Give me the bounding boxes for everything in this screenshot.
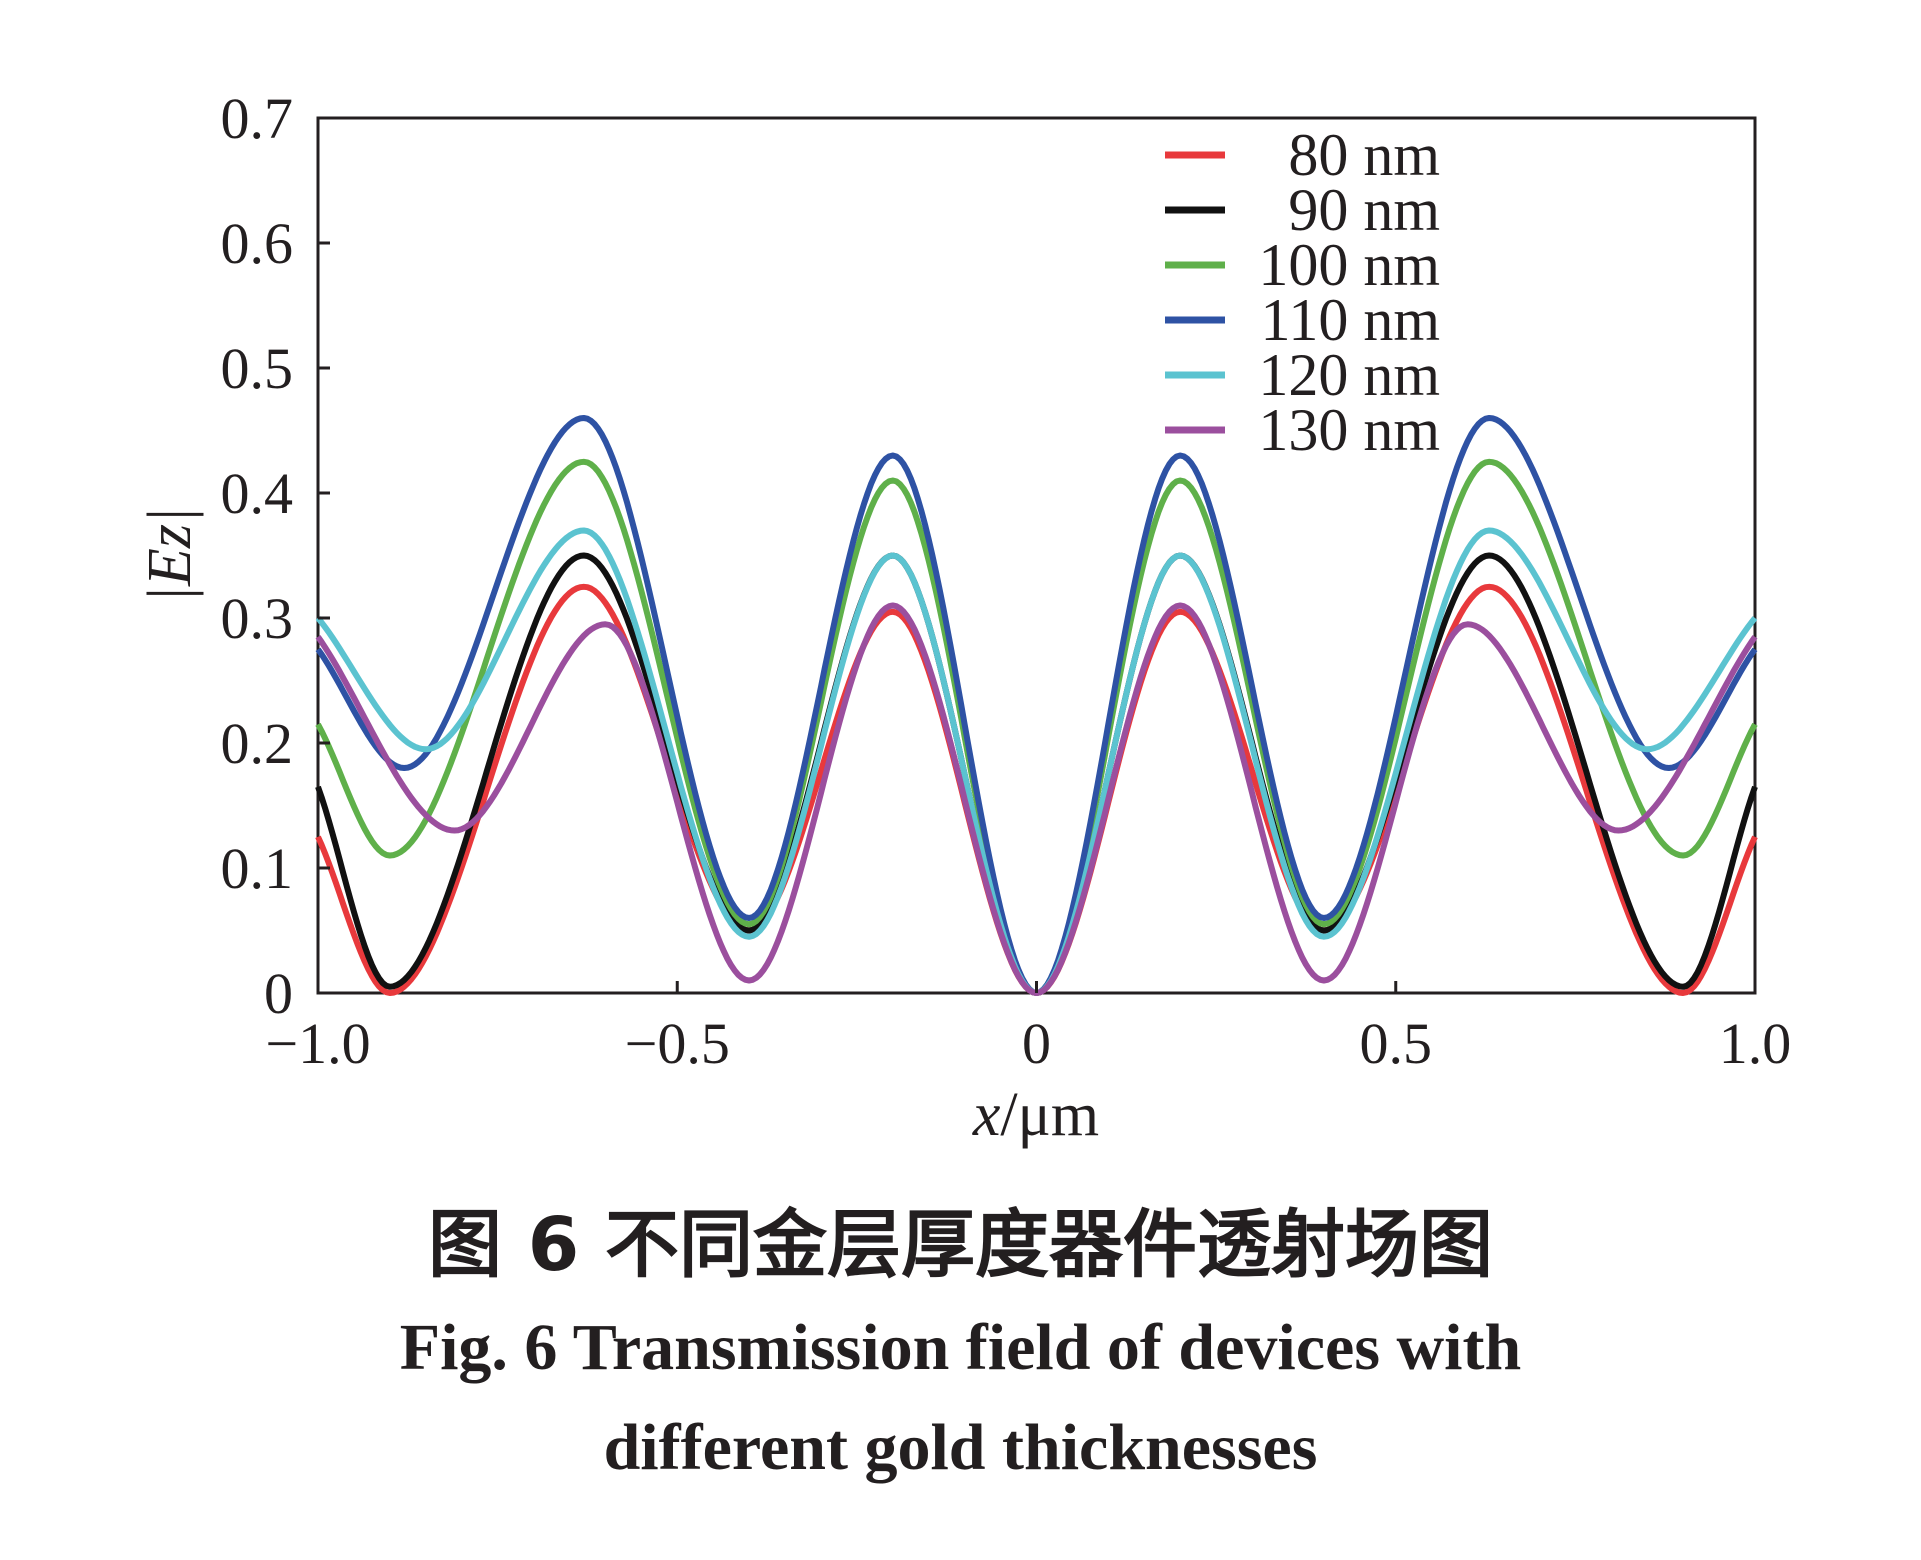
legend-label: 110 nm <box>1261 287 1440 353</box>
series-lines <box>315 415 1758 996</box>
y-axis-label: |Ez| <box>136 507 204 603</box>
legend-label: 120 nm <box>1258 342 1440 408</box>
axis-labels: −1.0 −0.5 0 0.5 1.0 0 0.1 0.2 0.3 0.4 0.5 0.6 0.7 x/μ… <box>136 86 1791 1149</box>
legend-label: 90 nm <box>1288 177 1440 243</box>
plot-frame <box>316 116 1757 995</box>
legend-label: 100 nm <box>1258 232 1440 298</box>
y-tick-label: 0.4 <box>221 461 294 526</box>
x-axis-label: x/μm <box>972 1081 1099 1149</box>
y-tick-label: 0.6 <box>221 211 294 276</box>
y-tick-label: 0.7 <box>221 86 294 151</box>
figure-caption-english-line2: different gold thicknesses <box>603 1411 1318 1484</box>
x-tick-label: 0 <box>1022 1011 1051 1076</box>
y-tick-label: 0.3 <box>221 586 294 651</box>
axis-ticks <box>316 116 1757 995</box>
y-tick-label: 0.1 <box>221 836 294 901</box>
chart: −1.0 −0.5 0 0.5 1.0 0 0.1 0.2 0.3 0.4 0.5 0.6 0.7 x/μ… <box>136 86 1791 1149</box>
series-line-110-nm <box>315 415 1758 996</box>
legend-label: 130 nm <box>1258 397 1440 463</box>
x-tick-label: 1.0 <box>1719 1011 1792 1076</box>
series-line-120-nm <box>315 527 1758 996</box>
series-line-130-nm <box>315 602 1758 996</box>
series-line-80-nm <box>315 583 1758 996</box>
series-line-90-nm <box>315 552 1758 996</box>
figure-caption-english-line1: Fig. 6 Transmission field of devices wit… <box>399 1311 1522 1384</box>
series-line-100-nm <box>315 458 1758 996</box>
x-tick-label: −0.5 <box>625 1011 730 1076</box>
x-tick-label: 0.5 <box>1360 1011 1433 1076</box>
y-tick-label: 0.2 <box>221 711 294 776</box>
x-tick-label: −1.0 <box>265 1011 370 1076</box>
y-tick-label: 0 <box>264 961 293 1026</box>
plot-area <box>316 116 1757 995</box>
legend-label: 80 nm <box>1288 122 1440 188</box>
figure-caption-chinese: 图 6 不同金层厚度器件透射场图 <box>427 1202 1493 1288</box>
y-tick-label: 0.5 <box>221 336 294 401</box>
